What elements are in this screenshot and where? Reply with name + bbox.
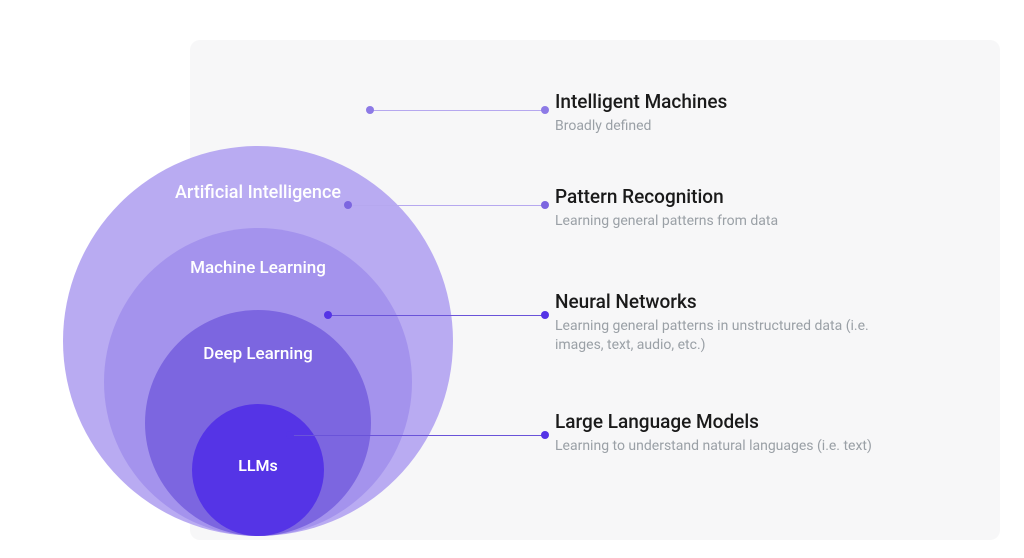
- connector-dot-start-ai: [366, 106, 374, 114]
- circle-label-dl: Deep Learning: [145, 344, 371, 364]
- connector-dot-start-dl: [324, 311, 332, 319]
- connector-dot-end-ml: [541, 201, 549, 209]
- circle-label-llm: LLMs: [192, 456, 324, 475]
- connector-line-ml: [348, 205, 545, 206]
- description-title-ai: Intelligent Machines: [555, 90, 915, 113]
- circle-label-ml: Machine Learning: [104, 258, 412, 278]
- connector-line-dl: [328, 315, 545, 316]
- connector-line-ai: [370, 110, 545, 111]
- description-ai: Intelligent Machines Broadly defined: [555, 90, 915, 136]
- description-dl: Neural Networks Learning general patterns…: [555, 290, 915, 355]
- circle-label-ai: Artificial Intelligence: [63, 182, 453, 203]
- connector-line-llm: [290, 435, 545, 436]
- description-title-ml: Pattern Recognition: [555, 185, 915, 208]
- connector-dot-start-ml: [344, 201, 352, 209]
- description-ml: Pattern Recognition Learning general patt…: [555, 185, 915, 231]
- description-subtitle-ml: Learning general patterns from data: [555, 212, 915, 231]
- connector-dot-end-ai: [541, 106, 549, 114]
- connector-dot-end-llm: [541, 431, 549, 439]
- description-subtitle-ai: Broadly defined: [555, 117, 915, 136]
- connector-dot-start-llm: [286, 431, 294, 439]
- description-title-dl: Neural Networks: [555, 290, 915, 313]
- circle-llm: LLMs: [192, 404, 324, 536]
- description-llm: Large Language Models Learning to underst…: [555, 410, 915, 456]
- description-title-llm: Large Language Models: [555, 410, 915, 433]
- connector-dot-end-dl: [541, 311, 549, 319]
- description-subtitle-dl: Learning general patterns in unstructure…: [555, 317, 915, 355]
- description-subtitle-llm: Learning to understand natural languages…: [555, 437, 915, 456]
